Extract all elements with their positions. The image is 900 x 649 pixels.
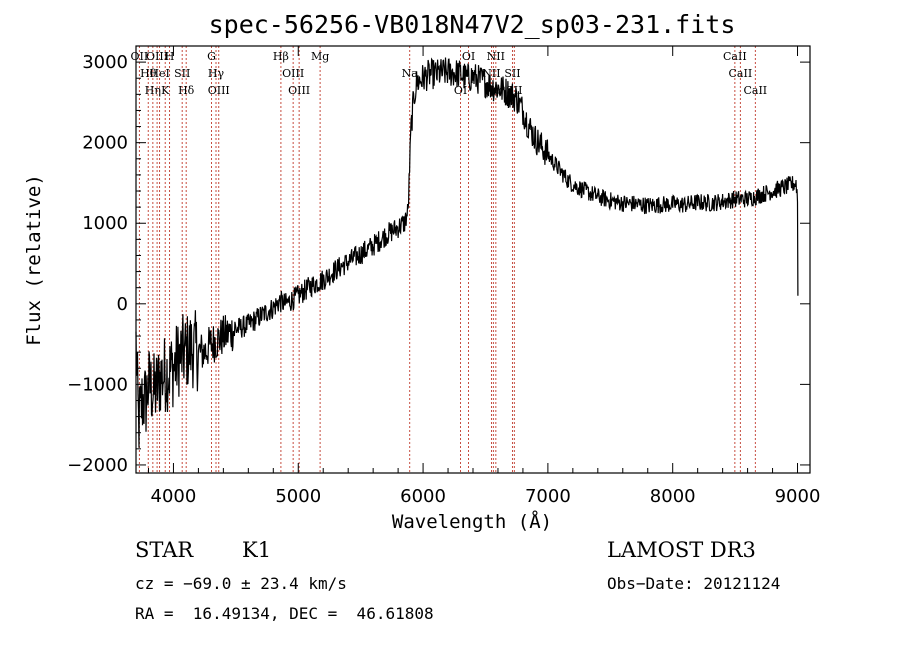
- spectral-line-label: Hδ: [178, 84, 195, 97]
- y-tick-label: −2000: [67, 455, 128, 476]
- object-subclass: K1: [242, 538, 272, 562]
- spectral-line-label: Na: [402, 67, 419, 80]
- spectral-line-label: OIII: [146, 50, 168, 63]
- x-tick-label: 8000: [650, 486, 696, 507]
- chart-title: spec-56256-VB018N47V2_sp03-231.fits: [209, 10, 736, 39]
- y-tick-label: 0: [117, 294, 128, 315]
- spectral-line-label: OIII: [282, 67, 304, 80]
- spectral-line-label: NII: [482, 67, 500, 80]
- y-tick-label: 3000: [82, 52, 128, 73]
- spectral-line-label: Mg: [311, 50, 329, 63]
- object-class: STAR: [135, 538, 194, 562]
- flux-series-line: [135, 57, 799, 448]
- spectral-line-label: OI: [462, 50, 475, 63]
- spectral-line-label: OI: [454, 84, 467, 97]
- spectral-line-label: K: [161, 84, 170, 97]
- y-axis-label: Flux (relative): [23, 174, 45, 346]
- plot-frame: [135, 45, 811, 474]
- spectrum-chart: spec-56256-VB018N47V2_sp03-231.fits OIIH…: [23, 10, 821, 533]
- spectral-line-label: Hβ: [273, 50, 289, 63]
- x-axis-ticks: 4000 5000 6000 7000 8000 9000: [147, 46, 821, 507]
- spectral-line-label: SII: [504, 67, 520, 80]
- spectral-line-label: OIII: [288, 84, 310, 97]
- spectral-line-label: OIII: [208, 84, 230, 97]
- x-tick-label: 5000: [275, 486, 321, 507]
- spectral-line-label: CaII: [743, 84, 767, 97]
- x-tick-label: 9000: [775, 486, 821, 507]
- x-tick-label: 7000: [525, 486, 571, 507]
- survey-name: LAMOST DR3: [607, 538, 756, 562]
- spectral-line-label: HeI: [149, 67, 169, 80]
- spectral-line-label: Hη: [145, 84, 161, 97]
- spectral-line-label: Hθ: [140, 67, 157, 80]
- spectral-lines-layer: [138, 46, 756, 473]
- y-tick-label: −1000: [67, 374, 128, 395]
- spectral-line-label: Hγ: [208, 67, 225, 80]
- spectral-line-label: G: [207, 50, 216, 63]
- spectral-line-label: SII: [174, 67, 190, 80]
- spectral-line-label: OII: [131, 50, 149, 63]
- y-tick-label: 2000: [82, 133, 128, 154]
- x-tick-label: 6000: [400, 486, 446, 507]
- spectral-line-label: H: [165, 50, 175, 63]
- y-tick-label: 1000: [82, 213, 128, 234]
- spectral-line-label: CaII: [729, 67, 753, 80]
- spectral-line-label: NII: [487, 50, 505, 63]
- ra-dec-coords: RA = 16.49134, DEC = 46.61808: [135, 604, 434, 623]
- x-axis-label: Wavelength (Å): [392, 510, 552, 533]
- observation-date: Obs−Date: 20121124: [607, 574, 781, 593]
- redshift-cz: cz = −69.0 ± 23.4 km/s: [135, 574, 347, 593]
- x-tick-label: 4000: [151, 486, 197, 507]
- y-axis-ticks: −2000 −1000 0 1000 2000 3000: [67, 45, 810, 476]
- spectral-line-label: CaII: [723, 50, 747, 63]
